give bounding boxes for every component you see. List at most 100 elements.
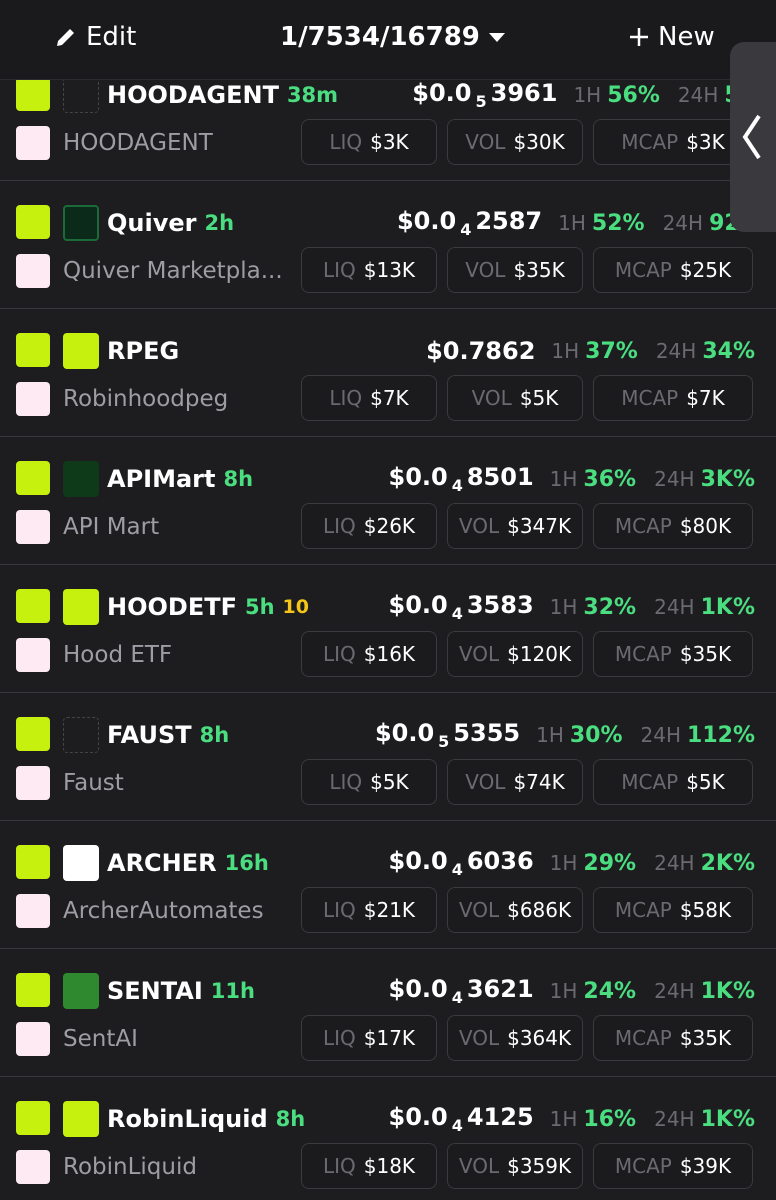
mcap-pill: MCAP $3K <box>593 119 753 165</box>
token-row[interactable]: RobinLiquid 8h $0.0 4 4125 1H 16% 24H 1K% RobinLi… <box>0 1077 776 1200</box>
robinhood-icon <box>16 845 50 879</box>
vol-value: $364K <box>507 1026 572 1050</box>
liq-pill: LIQ $3K <box>301 119 437 165</box>
h24-change: 3K% <box>700 466 755 492</box>
liq-value: $26K <box>363 514 416 538</box>
liq-label: LIQ <box>322 1026 356 1050</box>
side-tab[interactable] <box>730 42 776 232</box>
token-name: SentAI <box>63 1026 138 1052</box>
price-prefix: $0.0 <box>388 975 448 1004</box>
price-zeros: 5 <box>475 91 487 111</box>
price-digits: 8501 <box>466 463 534 492</box>
symbol: HOODAGENT <box>107 81 279 109</box>
price-digits: 3583 <box>466 591 534 620</box>
mcap-value: $7K <box>686 386 725 410</box>
pencil-icon <box>57 29 74 46</box>
h1-change: 32% <box>583 594 637 620</box>
symbol: ARCHER <box>107 849 217 877</box>
h24-change: 1K% <box>700 1106 755 1132</box>
price-zeros: 4 <box>451 1115 463 1135</box>
vol-value: $35K <box>513 258 565 282</box>
vol-label: VOL <box>465 770 506 794</box>
token-row[interactable]: FAUST 8h $0.0 5 5355 1H 30% 24H 112% Faust LIQ $5K V… <box>0 693 776 821</box>
h24-change: 112% <box>687 722 755 748</box>
vol-label: VOL <box>458 514 500 538</box>
uniswap-icon <box>16 382 50 416</box>
mcap-pill: MCAP $39K <box>593 1143 753 1189</box>
stats: $0.0 4 4125 1H 16% 24H 1K% <box>389 1101 756 1137</box>
mcap-value: $5K <box>686 770 725 794</box>
vol-label: VOL <box>465 258 506 282</box>
h24-label: 24H <box>662 211 704 235</box>
mcap-value: $3K <box>686 130 725 154</box>
h1-label: 1H <box>536 723 564 747</box>
liq-value: $3K <box>370 130 409 154</box>
mcap-value: $35K <box>679 1026 732 1050</box>
mcap-pill: MCAP $80K <box>593 503 753 549</box>
price: $0.0 4 3621 <box>389 975 534 1007</box>
boost: 10 <box>282 596 309 618</box>
new-button[interactable]: New <box>628 22 715 52</box>
symbol-line: Quiver 2h <box>107 205 234 241</box>
symbol: FAUST <box>107 721 192 749</box>
robinhood-icon <box>16 589 50 623</box>
liq-value: $16K <box>363 642 416 666</box>
mcap-label: MCAP <box>621 130 679 154</box>
token-row[interactable]: HOODETF 5h 10 $0.0 4 3583 1H 32% 24H 1K% Hood ETF L… <box>0 565 776 693</box>
price-digits: 4125 <box>466 1103 534 1132</box>
price-prefix: $0.0 <box>388 463 448 492</box>
symbol: RobinLiquid <box>107 1105 268 1133</box>
h1-change: 52% <box>591 210 645 236</box>
edit-button[interactable]: Edit <box>54 22 136 52</box>
uniswap-icon <box>16 894 50 928</box>
symbol: SENTAI <box>107 977 203 1005</box>
page-selector[interactable]: 1/7534/16789 <box>280 22 506 52</box>
age: 8h <box>275 1107 306 1131</box>
liq-pill: LIQ $5K <box>301 759 437 805</box>
age: 8h <box>223 467 254 491</box>
uniswap-icon <box>16 126 50 160</box>
symbol-line: HOODETF 5h 10 <box>107 589 309 625</box>
h24-label: 24H <box>654 979 695 1003</box>
h1-change: 24% <box>583 978 637 1004</box>
token-row[interactable]: HOODAGENT38m$0.0539611H56%24H56HOODAGENT… <box>0 53 776 181</box>
mcap-pill: MCAP $25K <box>593 247 753 293</box>
robinhood-icon <box>16 205 50 239</box>
token-row[interactable]: SENTAI 11h $0.0 4 3621 1H 24% 24H 1K% SentAI LIQ $1… <box>0 949 776 1077</box>
price-zeros: 4 <box>451 603 463 623</box>
token-row[interactable]: RPEG $0.7862 1H 37% 24H 34% Robinhoodpeg LIQ $7K… <box>0 309 776 437</box>
price: $0.0 4 3583 <box>389 591 534 623</box>
liq-value: $18K <box>363 1154 416 1178</box>
token-icon <box>63 333 99 369</box>
liq-label: LIQ <box>329 130 363 154</box>
token-row[interactable]: APIMart 8h $0.0 4 8501 1H 36% 24H 3K% API Mart LIQ… <box>0 437 776 565</box>
liq-label: LIQ <box>322 1154 356 1178</box>
mcap-value: $58K <box>679 898 732 922</box>
h24-label: 24H <box>654 595 695 619</box>
liq-pill: LIQ $17K <box>301 1015 437 1061</box>
price-zeros: 4 <box>460 219 472 239</box>
vol-pill: VOL $364K <box>447 1015 583 1061</box>
price: $0.0 4 4125 <box>389 1103 534 1135</box>
vol-label: VOL <box>458 642 500 666</box>
token-icon <box>63 589 99 625</box>
token-name: RobinLiquid <box>63 1154 197 1180</box>
token-row[interactable]: ARCHER 16h $0.0 4 6036 1H 29% 24H 2K% ArcherAutom… <box>0 821 776 949</box>
token-icon <box>63 461 99 497</box>
h24-label: 24H <box>677 83 719 107</box>
robinhood-icon <box>16 717 50 751</box>
mcap-value: $35K <box>679 642 732 666</box>
vol-label: VOL <box>458 1026 500 1050</box>
price-digits: 3961 <box>490 79 558 108</box>
h24-label: 24H <box>654 467 695 491</box>
mcap-label: MCAP <box>614 514 672 538</box>
token-icon <box>63 845 99 881</box>
stats: $0.0 4 3621 1H 24% 24H 1K% <box>389 973 756 1009</box>
mcap-pill: MCAP $5K <box>593 759 753 805</box>
price: $0.0 4 6036 <box>389 847 534 879</box>
h24-label: 24H <box>654 851 695 875</box>
mcap-label: MCAP <box>614 1026 672 1050</box>
price: $0.0 4 2587 <box>397 207 542 239</box>
